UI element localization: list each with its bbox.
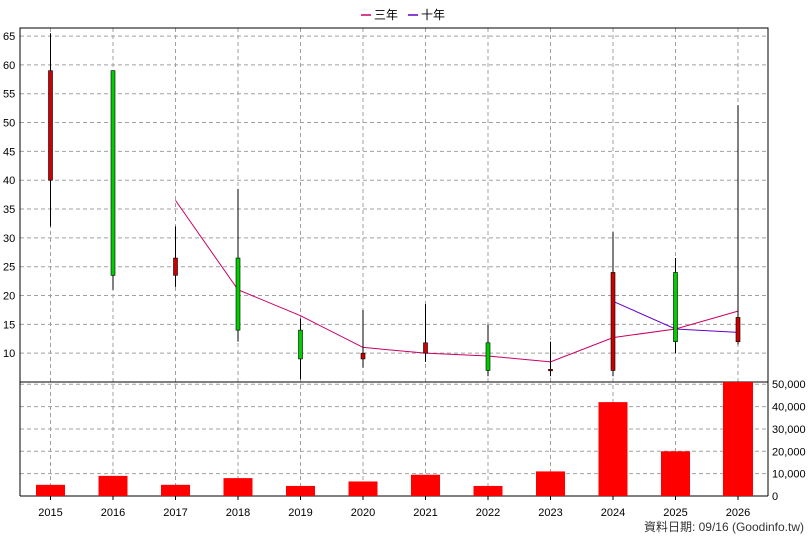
candle-body xyxy=(548,369,553,372)
x-tick-label: 2020 xyxy=(351,507,375,519)
volume-tick-label: 10,000 xyxy=(772,469,806,481)
x-tick-label: 2019 xyxy=(288,507,312,519)
volume-bar xyxy=(723,382,753,496)
volume-bar xyxy=(161,484,190,496)
volume-bar xyxy=(411,474,440,496)
price-tick-label: 50 xyxy=(3,118,15,130)
x-tick-label: 2018 xyxy=(226,507,250,519)
price-panel-frame xyxy=(19,27,769,383)
x-tick-label: 2026 xyxy=(726,507,750,519)
x-tick-label: 2015 xyxy=(38,507,62,519)
candle-body xyxy=(235,257,241,331)
price-tick-label: 20 xyxy=(3,291,15,303)
x-tick-label: 2017 xyxy=(163,507,187,519)
x-tick-label: 2024 xyxy=(601,507,625,519)
tick-labels: 101520253035404550556065010,00020,00030,… xyxy=(3,31,806,519)
volume-tick-label: 40,000 xyxy=(772,402,806,414)
legend-label: 十年 xyxy=(421,8,445,22)
price-tick-label: 35 xyxy=(3,204,15,216)
chart-legend: 三年 十年 xyxy=(361,8,445,22)
candlesticks xyxy=(48,33,741,380)
candle-body xyxy=(298,329,303,360)
candle-body xyxy=(485,342,491,371)
price-tick-label: 25 xyxy=(3,262,15,274)
candle-body xyxy=(610,272,616,371)
x-tick-label: 2023 xyxy=(538,507,562,519)
price-tick-label: 40 xyxy=(3,175,15,187)
price-tick-label: 30 xyxy=(3,233,15,245)
x-tick-label: 2021 xyxy=(413,507,437,519)
price-tick-label: 65 xyxy=(3,31,15,43)
axes xyxy=(19,27,769,500)
volume-bar xyxy=(98,475,128,496)
candle-body xyxy=(173,257,178,276)
price-tick-label: 60 xyxy=(3,60,15,72)
volume-tick-label: 20,000 xyxy=(772,446,806,458)
candle-body xyxy=(110,70,116,276)
x-tick-label: 2022 xyxy=(476,507,500,519)
price-tick-label: 10 xyxy=(3,348,15,360)
volume-bar xyxy=(536,471,565,496)
candle-body xyxy=(673,272,678,342)
grid xyxy=(20,28,768,496)
price-tick-label: 55 xyxy=(3,89,15,101)
volume-bar xyxy=(348,481,378,496)
candle-body xyxy=(423,342,428,354)
volume-bar xyxy=(286,485,315,496)
volume-tick-label: 50,000 xyxy=(772,379,806,391)
average-line-三年 xyxy=(175,200,739,363)
volume-bar xyxy=(661,451,690,496)
legend-label: 三年 xyxy=(374,8,398,22)
volume-bar xyxy=(598,402,628,496)
price-tick-label: 45 xyxy=(3,146,15,158)
volume-tick-label: 30,000 xyxy=(772,424,806,436)
price-tick-label: 15 xyxy=(3,319,15,331)
moving-average-lines xyxy=(175,200,739,363)
volume-tick-label: 0 xyxy=(772,491,778,503)
candle-body xyxy=(735,317,741,342)
volume-bar xyxy=(223,478,253,496)
data-date-footer: 資料日期: 09/16 (Goodinfo.tw) xyxy=(644,520,804,534)
candle-body xyxy=(360,352,366,360)
volume-bars xyxy=(36,382,753,496)
x-tick-label: 2016 xyxy=(101,507,125,519)
candle-body xyxy=(48,70,53,181)
x-tick-label: 2025 xyxy=(663,507,687,519)
volume-bar xyxy=(473,485,503,496)
volume-bar xyxy=(36,484,65,496)
